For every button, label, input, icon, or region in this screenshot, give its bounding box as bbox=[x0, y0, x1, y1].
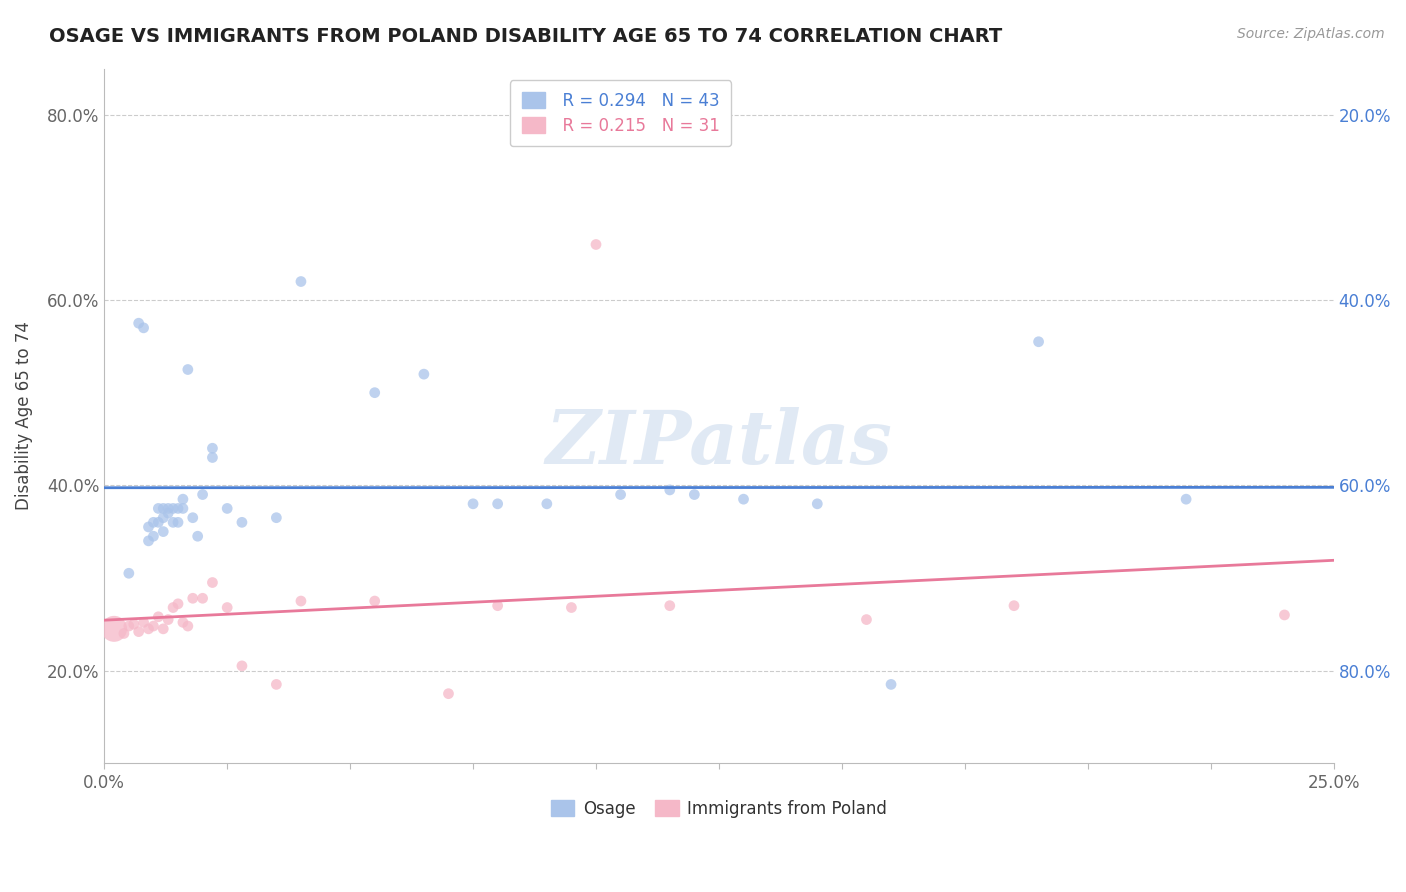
Point bbox=[152, 510, 174, 524]
Point bbox=[201, 450, 224, 465]
Point bbox=[437, 687, 460, 701]
Point bbox=[191, 487, 214, 501]
Point bbox=[217, 501, 239, 516]
Point bbox=[138, 622, 160, 636]
Point bbox=[172, 492, 194, 507]
Legend: Osage, Immigrants from Poland: Osage, Immigrants from Poland bbox=[544, 793, 894, 824]
Point bbox=[181, 510, 204, 524]
Point bbox=[128, 316, 150, 330]
Point bbox=[486, 497, 509, 511]
Point bbox=[412, 367, 434, 381]
Point bbox=[290, 594, 312, 608]
Point bbox=[138, 520, 160, 534]
Point bbox=[132, 321, 155, 335]
Point bbox=[1002, 599, 1025, 613]
Point bbox=[609, 487, 631, 501]
Text: OSAGE VS IMMIGRANTS FROM POLAND DISABILITY AGE 65 TO 74 CORRELATION CHART: OSAGE VS IMMIGRANTS FROM POLAND DISABILI… bbox=[49, 27, 1002, 45]
Point bbox=[162, 600, 184, 615]
Point bbox=[880, 677, 903, 691]
Point bbox=[364, 594, 387, 608]
Point bbox=[658, 599, 681, 613]
Point bbox=[172, 501, 194, 516]
Point bbox=[733, 492, 755, 507]
Point bbox=[585, 237, 607, 252]
Point bbox=[364, 385, 387, 400]
Point bbox=[142, 529, 165, 543]
Point bbox=[167, 501, 190, 516]
Point bbox=[132, 615, 155, 630]
Point bbox=[231, 659, 253, 673]
Point bbox=[560, 600, 582, 615]
Point bbox=[266, 677, 288, 691]
Point bbox=[142, 619, 165, 633]
Point bbox=[167, 516, 190, 530]
Point bbox=[177, 619, 200, 633]
Point bbox=[148, 516, 170, 530]
Point bbox=[231, 516, 253, 530]
Point bbox=[266, 510, 288, 524]
Point bbox=[162, 516, 184, 530]
Point bbox=[138, 533, 160, 548]
Point bbox=[142, 516, 165, 530]
Point bbox=[201, 575, 224, 590]
Point bbox=[167, 597, 190, 611]
Point bbox=[290, 275, 312, 289]
Text: Source: ZipAtlas.com: Source: ZipAtlas.com bbox=[1237, 27, 1385, 41]
Text: ZIPatlas: ZIPatlas bbox=[546, 408, 893, 480]
Point bbox=[118, 619, 141, 633]
Point bbox=[683, 487, 706, 501]
Point bbox=[172, 615, 194, 630]
Point bbox=[162, 501, 184, 516]
Point bbox=[806, 497, 828, 511]
Point bbox=[461, 497, 484, 511]
Point bbox=[187, 529, 209, 543]
Point bbox=[152, 524, 174, 539]
Point bbox=[103, 622, 125, 636]
Point bbox=[658, 483, 681, 497]
Point bbox=[157, 501, 180, 516]
Point bbox=[152, 622, 174, 636]
Point bbox=[536, 497, 558, 511]
Point bbox=[157, 506, 180, 520]
Point bbox=[181, 591, 204, 606]
Point bbox=[177, 362, 200, 376]
Point bbox=[152, 501, 174, 516]
Point bbox=[148, 609, 170, 624]
Point bbox=[118, 566, 141, 581]
Point bbox=[217, 600, 239, 615]
Point bbox=[191, 591, 214, 606]
Point bbox=[112, 626, 135, 640]
Point bbox=[486, 599, 509, 613]
Point bbox=[1175, 492, 1198, 507]
Point bbox=[1028, 334, 1050, 349]
Y-axis label: Disability Age 65 to 74: Disability Age 65 to 74 bbox=[15, 321, 32, 510]
Point bbox=[201, 442, 224, 456]
Point bbox=[855, 613, 877, 627]
Point bbox=[1274, 607, 1296, 622]
Point bbox=[122, 617, 145, 632]
Point bbox=[157, 613, 180, 627]
Point bbox=[148, 501, 170, 516]
Point bbox=[128, 624, 150, 639]
